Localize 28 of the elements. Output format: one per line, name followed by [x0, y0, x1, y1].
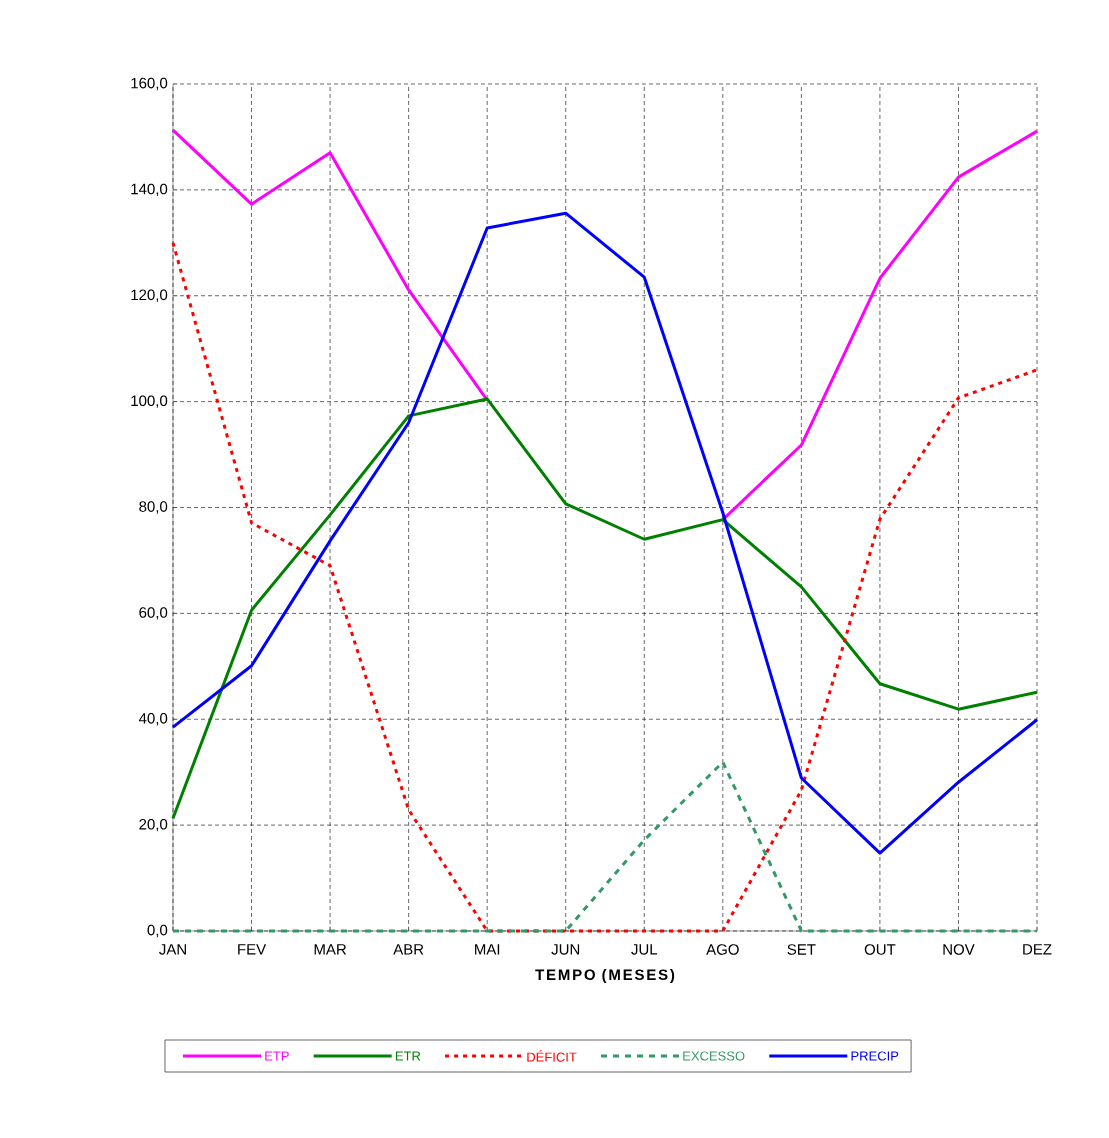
- x-tick-label: AGO: [706, 944, 739, 955]
- x-tick-label: FEV: [238, 944, 267, 955]
- x-tick-label: ABR: [393, 944, 424, 955]
- y-tick-label: 120,0: [131, 289, 168, 302]
- y-tick-label: 80,0: [139, 501, 168, 514]
- text: ETR: [395, 1051, 421, 1061]
- x-tick-label: JUL: [631, 944, 658, 955]
- x-tick-label: NOV: [943, 944, 975, 955]
- x-tick-label: MAR: [314, 944, 347, 955]
- y-tick-label: 40,0: [138, 713, 168, 726]
- y-tick-label: 20,0: [139, 818, 168, 832]
- text: ETP: [265, 1051, 289, 1061]
- text: EXCESSO: [683, 1051, 745, 1061]
- x-tick-label: MAI: [475, 944, 500, 955]
- x-tick-label: SET: [787, 944, 816, 955]
- line-series: [171, 397, 1039, 820]
- y-tick-label: 60,0: [139, 607, 168, 620]
- x-tick-label: JUN: [551, 944, 580, 955]
- x-tick-label: OUT: [864, 944, 896, 955]
- x-tick-label: DEZ: [1023, 944, 1052, 955]
- x-tick-label: JAN: [159, 944, 186, 955]
- y-tick-label: 140,0: [131, 183, 168, 197]
- text: PRECIP: [851, 1051, 899, 1061]
- x-axis-title: TEMPO (MESES): [535, 969, 675, 983]
- y-tick-label: 160,0: [131, 77, 168, 91]
- text: DÉFICIT: [527, 1050, 577, 1062]
- y-tick-label: 100,0: [131, 395, 168, 408]
- y-tick-label: 0,0: [147, 924, 168, 938]
